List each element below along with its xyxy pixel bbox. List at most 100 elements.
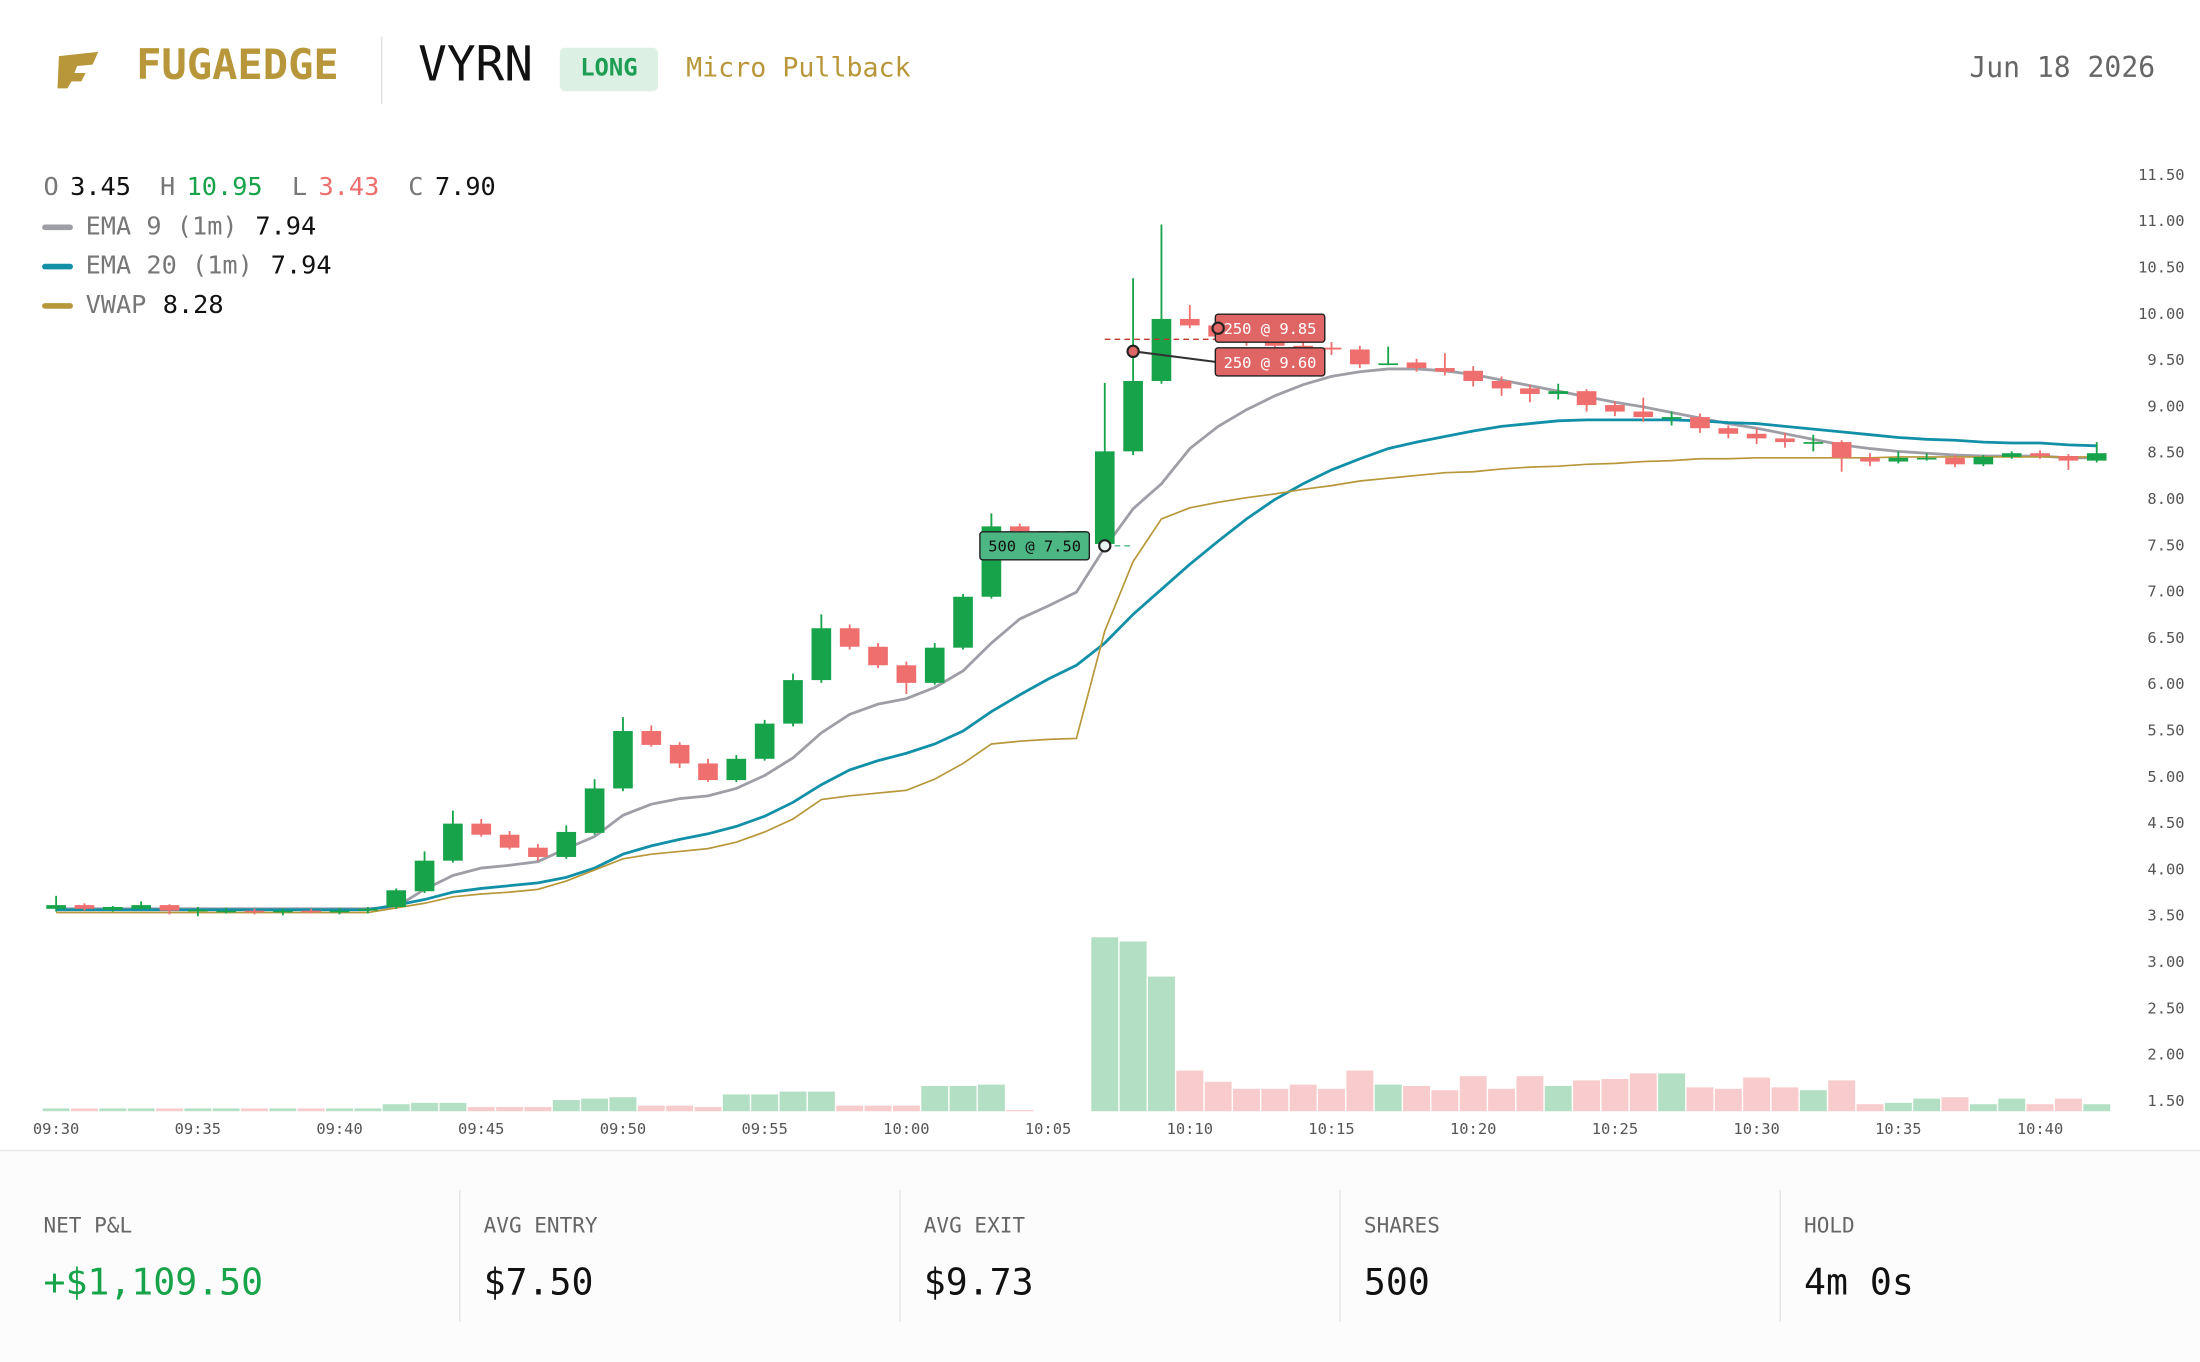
volume-bar bbox=[1289, 1084, 1317, 1112]
ohlc-key: H bbox=[160, 172, 175, 201]
y-tick-label: 4.50 bbox=[2147, 814, 2184, 832]
volume-bar bbox=[1658, 1073, 1686, 1112]
volume-bar bbox=[1573, 1080, 1601, 1112]
candle-body bbox=[1888, 457, 1909, 462]
x-tick-label: 10:30 bbox=[1733, 1120, 1779, 1138]
volume-bar bbox=[836, 1105, 864, 1112]
candle-body bbox=[1151, 318, 1172, 381]
volume-bar bbox=[722, 1094, 750, 1112]
candle-body bbox=[188, 909, 208, 912]
legend-value: 7.94 bbox=[271, 251, 332, 280]
volume-bar bbox=[524, 1107, 552, 1112]
side-badge bbox=[559, 47, 659, 92]
ohlc-key: O bbox=[43, 172, 58, 201]
candle-body bbox=[698, 763, 718, 781]
candle-body bbox=[1520, 388, 1540, 394]
volume-bar bbox=[1913, 1098, 1941, 1112]
ohlc-value: 7.90 bbox=[435, 172, 496, 201]
volume-bar bbox=[921, 1085, 949, 1112]
volume-bar bbox=[807, 1091, 835, 1112]
volume-bar bbox=[1233, 1088, 1260, 1112]
y-tick-label: 5.00 bbox=[2147, 768, 2184, 786]
candle-body bbox=[641, 731, 662, 745]
stat-value: +$1,109.50 bbox=[43, 1260, 263, 1303]
candle-body bbox=[1009, 526, 1030, 531]
y-tick-label: 4.00 bbox=[2147, 860, 2184, 878]
y-tick-label: 10.00 bbox=[2138, 305, 2184, 323]
candle-body bbox=[1803, 442, 1824, 444]
candle-body bbox=[868, 646, 888, 666]
volume-bar bbox=[581, 1098, 609, 1112]
y-tick-label: 2.00 bbox=[2147, 1046, 2184, 1064]
candle-body bbox=[924, 647, 945, 683]
stat-label: AVG ENTRY bbox=[484, 1212, 598, 1237]
y-tick-label: 8.50 bbox=[2147, 444, 2184, 462]
candle-body bbox=[2001, 453, 2022, 457]
trade-label-box bbox=[1214, 347, 1326, 377]
trade-connector bbox=[1132, 350, 1216, 363]
candle-body bbox=[1633, 411, 1654, 418]
volume-bar bbox=[2083, 1104, 2111, 1112]
trade-label: 250 @ 9.60 bbox=[1224, 354, 1317, 372]
x-tick-label: 09:45 bbox=[458, 1120, 504, 1138]
stat-value: 4m 0s bbox=[1804, 1260, 1914, 1303]
volume-bar bbox=[212, 1108, 240, 1112]
x-tick-label: 10:15 bbox=[1308, 1120, 1354, 1138]
volume-bar bbox=[609, 1097, 637, 1112]
legend-value: 7.94 bbox=[255, 211, 316, 240]
volume-bar bbox=[1374, 1084, 1402, 1112]
candle-body bbox=[1293, 345, 1313, 348]
candle-body bbox=[1378, 363, 1399, 366]
volume-bar bbox=[1714, 1088, 1742, 1112]
candle-body bbox=[726, 758, 747, 781]
candle-body bbox=[471, 823, 492, 835]
candle-body bbox=[273, 910, 293, 913]
candle-body bbox=[1661, 417, 1682, 419]
volume-bar bbox=[70, 1108, 98, 1112]
volume-bar bbox=[1318, 1088, 1345, 1112]
volume-bar bbox=[496, 1107, 524, 1112]
ohlc-value: 3.45 bbox=[70, 172, 131, 201]
volume-bar bbox=[1119, 941, 1147, 1112]
volume-bar bbox=[1771, 1087, 1799, 1112]
candle-body bbox=[584, 788, 605, 833]
volume-bar bbox=[1091, 937, 1119, 1112]
candle-body bbox=[1916, 457, 1937, 460]
candle-body bbox=[244, 910, 265, 913]
ohlc-key: C bbox=[408, 172, 423, 201]
candle-body bbox=[46, 905, 66, 909]
legend-name: VWAP bbox=[86, 290, 147, 319]
candle-body bbox=[1123, 380, 1143, 452]
volume-bar bbox=[1856, 1104, 1884, 1112]
candle-body bbox=[896, 665, 917, 683]
candle-body bbox=[301, 910, 322, 913]
trade-marker bbox=[1098, 539, 1112, 553]
x-tick-label: 09:50 bbox=[600, 1120, 646, 1138]
stat-value: $7.50 bbox=[484, 1260, 594, 1303]
volume-bar bbox=[439, 1102, 467, 1112]
volume-bar bbox=[1601, 1078, 1629, 1112]
volume-bar bbox=[637, 1105, 665, 1112]
candle-body bbox=[953, 596, 973, 648]
volume-bar bbox=[1261, 1088, 1289, 1112]
volume-bar bbox=[1516, 1076, 1544, 1112]
candle-body bbox=[102, 906, 123, 910]
x-tick-label: 09:40 bbox=[316, 1120, 362, 1138]
candle-body bbox=[386, 890, 407, 907]
candle-body bbox=[1605, 405, 1625, 412]
candle-body bbox=[1860, 457, 1880, 462]
ohlc-value: 3.43 bbox=[318, 172, 379, 201]
candle-body bbox=[2058, 455, 2079, 461]
plot-area bbox=[42, 224, 2111, 1112]
volume-bar bbox=[354, 1108, 382, 1112]
y-tick-label: 3.00 bbox=[2147, 953, 2184, 971]
volume-bar bbox=[864, 1105, 892, 1112]
volume-bar bbox=[1799, 1090, 1827, 1112]
volume-bar bbox=[751, 1094, 779, 1112]
x-tick-label: 09:30 bbox=[33, 1120, 79, 1138]
candle-body bbox=[528, 847, 548, 857]
volume-bar bbox=[382, 1104, 410, 1112]
volume-bar bbox=[1941, 1097, 1969, 1112]
trade-label-box bbox=[979, 531, 1091, 561]
